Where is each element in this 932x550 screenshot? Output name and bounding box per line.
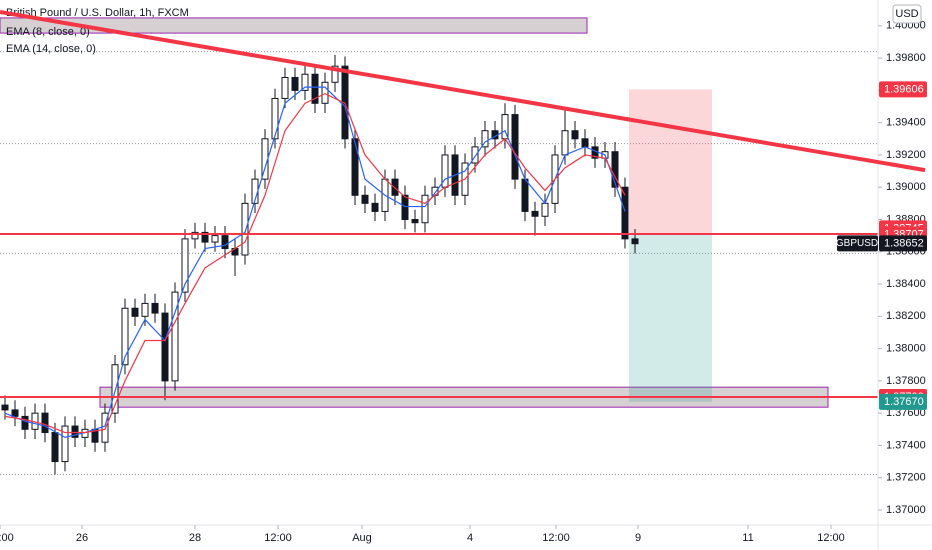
candle-body	[371, 202, 379, 212]
currency-box[interactable]	[892, 4, 922, 24]
price-badge	[879, 393, 927, 410]
candle-body	[191, 231, 199, 240]
currency[interactable]: USD	[895, 8, 918, 20]
x-tick-label: 12:00	[264, 532, 292, 544]
x-tick-label: 9	[635, 532, 641, 544]
candle-body	[621, 186, 629, 240]
ema-line	[4, 92, 626, 434]
candle-body	[161, 312, 169, 382]
candle-body	[271, 97, 279, 140]
legend-ema14: EMA (14, close, 0)	[6, 43, 96, 55]
candle-body	[561, 130, 569, 156]
candle-body	[121, 307, 129, 366]
candle-body	[481, 130, 489, 148]
position-target	[629, 89, 712, 235]
candle-body	[291, 76, 299, 91]
candle-body	[131, 307, 139, 317]
ema-line	[4, 86, 626, 439]
x-tick-label: 11	[742, 532, 753, 544]
symbol-label: GBPUSD	[836, 238, 878, 249]
candle-body	[221, 235, 229, 250]
symbol-tag	[837, 235, 878, 252]
y-tick-label: 1.39400	[886, 117, 926, 129]
candle-body	[301, 73, 309, 91]
y-tick-label: 1.39800	[886, 52, 926, 64]
candle-body	[391, 178, 399, 196]
y-tick-label: 1.38400	[886, 278, 926, 290]
legend-title: British Pound / U.S. Dollar, 1h, FXCM	[6, 7, 189, 19]
candle-body	[581, 138, 589, 148]
candle-body	[611, 151, 619, 188]
y-tick-label: 1.38600	[886, 246, 926, 258]
axes: 1.37000 1.37200 1.37400 1.37600 1.37800 1.380…	[0, 20, 927, 544]
trend-line	[0, 9, 926, 173]
candle-body	[21, 415, 29, 430]
x-tick-label: 28	[189, 532, 201, 544]
candle-body	[61, 425, 69, 463]
y-tick-label: 1.37400	[886, 439, 926, 451]
x-tick-label: Aug	[352, 532, 372, 544]
candle-body	[181, 238, 189, 293]
candle-body	[521, 178, 529, 212]
x-tick-label: 26	[76, 532, 88, 544]
candle-body	[311, 73, 319, 104]
candle-body	[241, 202, 249, 256]
candle-body	[531, 210, 539, 217]
candle-body	[41, 412, 49, 434]
price-badge	[879, 235, 927, 252]
price-badge-label: 1.38652	[884, 237, 924, 249]
candle-body	[141, 302, 149, 317]
candle-body	[321, 81, 329, 104]
y-tick-label: 1.37800	[886, 375, 926, 387]
x-tick-label: 4	[467, 532, 473, 544]
candle-body	[171, 291, 179, 382]
candle-body	[471, 146, 479, 164]
candle-body	[281, 76, 289, 99]
y-tick-label: 1.37200	[886, 472, 926, 484]
candle-body	[111, 364, 119, 414]
candle-body	[401, 194, 409, 220]
candle-body	[511, 114, 519, 180]
candle-body	[201, 231, 209, 243]
y-tick-label: 1.39200	[886, 149, 926, 161]
y-tick-label: 1.38200	[886, 310, 926, 322]
candle-body	[11, 409, 19, 417]
candle-body	[631, 238, 639, 245]
candle-body	[541, 202, 549, 217]
candle-body	[331, 65, 339, 83]
price-badge	[879, 81, 927, 98]
candle-body	[151, 302, 159, 314]
position-stop	[629, 234, 712, 402]
candle-body	[51, 432, 59, 463]
x-tick-label: 12:00	[817, 532, 845, 544]
y-tick-label: 1.39000	[886, 181, 926, 193]
candle-body	[211, 235, 219, 243]
candle-body	[361, 194, 369, 204]
candle-body	[71, 425, 79, 438]
candle-body	[1, 404, 9, 411]
y-tick-label: 1.38000	[886, 343, 926, 355]
candle-body	[411, 218, 419, 224]
y-tick-label: 1.37600	[886, 407, 926, 419]
candle-body	[571, 130, 579, 140]
plot-area	[0, 17, 878, 475]
zone	[0, 17, 588, 34]
y-tick-label: 1.37000	[886, 504, 926, 516]
price-badge-label: 1.37670	[884, 396, 924, 408]
price-badge-label: 1.39606	[884, 83, 924, 95]
legend-ema8: EMA (8, close, 0)	[6, 26, 90, 38]
candle-body	[351, 138, 359, 196]
x-tick-label: 12:00	[0, 532, 14, 544]
candle-body	[421, 194, 429, 224]
candle-body	[101, 412, 109, 443]
x-tick-label: 12:00	[542, 532, 570, 544]
